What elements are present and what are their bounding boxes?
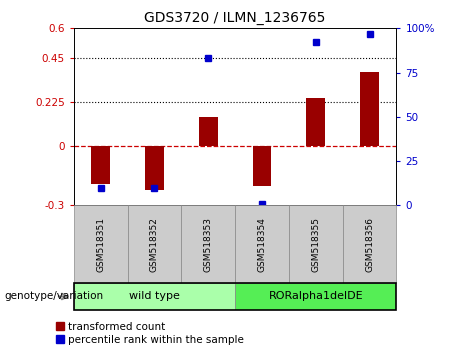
Text: GSM518354: GSM518354	[258, 217, 266, 272]
Bar	[253, 146, 272, 185]
Text: genotype/variation: genotype/variation	[5, 291, 104, 302]
Text: RORalpha1delDE: RORalpha1delDE	[268, 291, 363, 302]
Text: GSM518355: GSM518355	[311, 217, 320, 272]
Text: wild type: wild type	[129, 291, 180, 302]
Bar	[91, 146, 110, 184]
Bar	[343, 205, 396, 283]
Bar	[235, 205, 289, 283]
Bar	[235, 283, 396, 310]
Bar	[199, 117, 218, 146]
Bar	[307, 98, 325, 146]
Bar	[74, 283, 235, 310]
Bar	[145, 146, 164, 190]
Bar	[181, 205, 235, 283]
Bar	[74, 205, 128, 283]
Text: GSM518353: GSM518353	[204, 217, 213, 272]
Text: GSM518352: GSM518352	[150, 217, 159, 272]
Text: GSM518356: GSM518356	[365, 217, 374, 272]
Bar	[360, 72, 379, 146]
Bar	[289, 205, 343, 283]
Title: GDS3720 / ILMN_1236765: GDS3720 / ILMN_1236765	[144, 11, 326, 24]
Bar	[128, 205, 181, 283]
Legend: transformed count, percentile rank within the sample: transformed count, percentile rank withi…	[56, 322, 244, 345]
Text: GSM518351: GSM518351	[96, 217, 105, 272]
